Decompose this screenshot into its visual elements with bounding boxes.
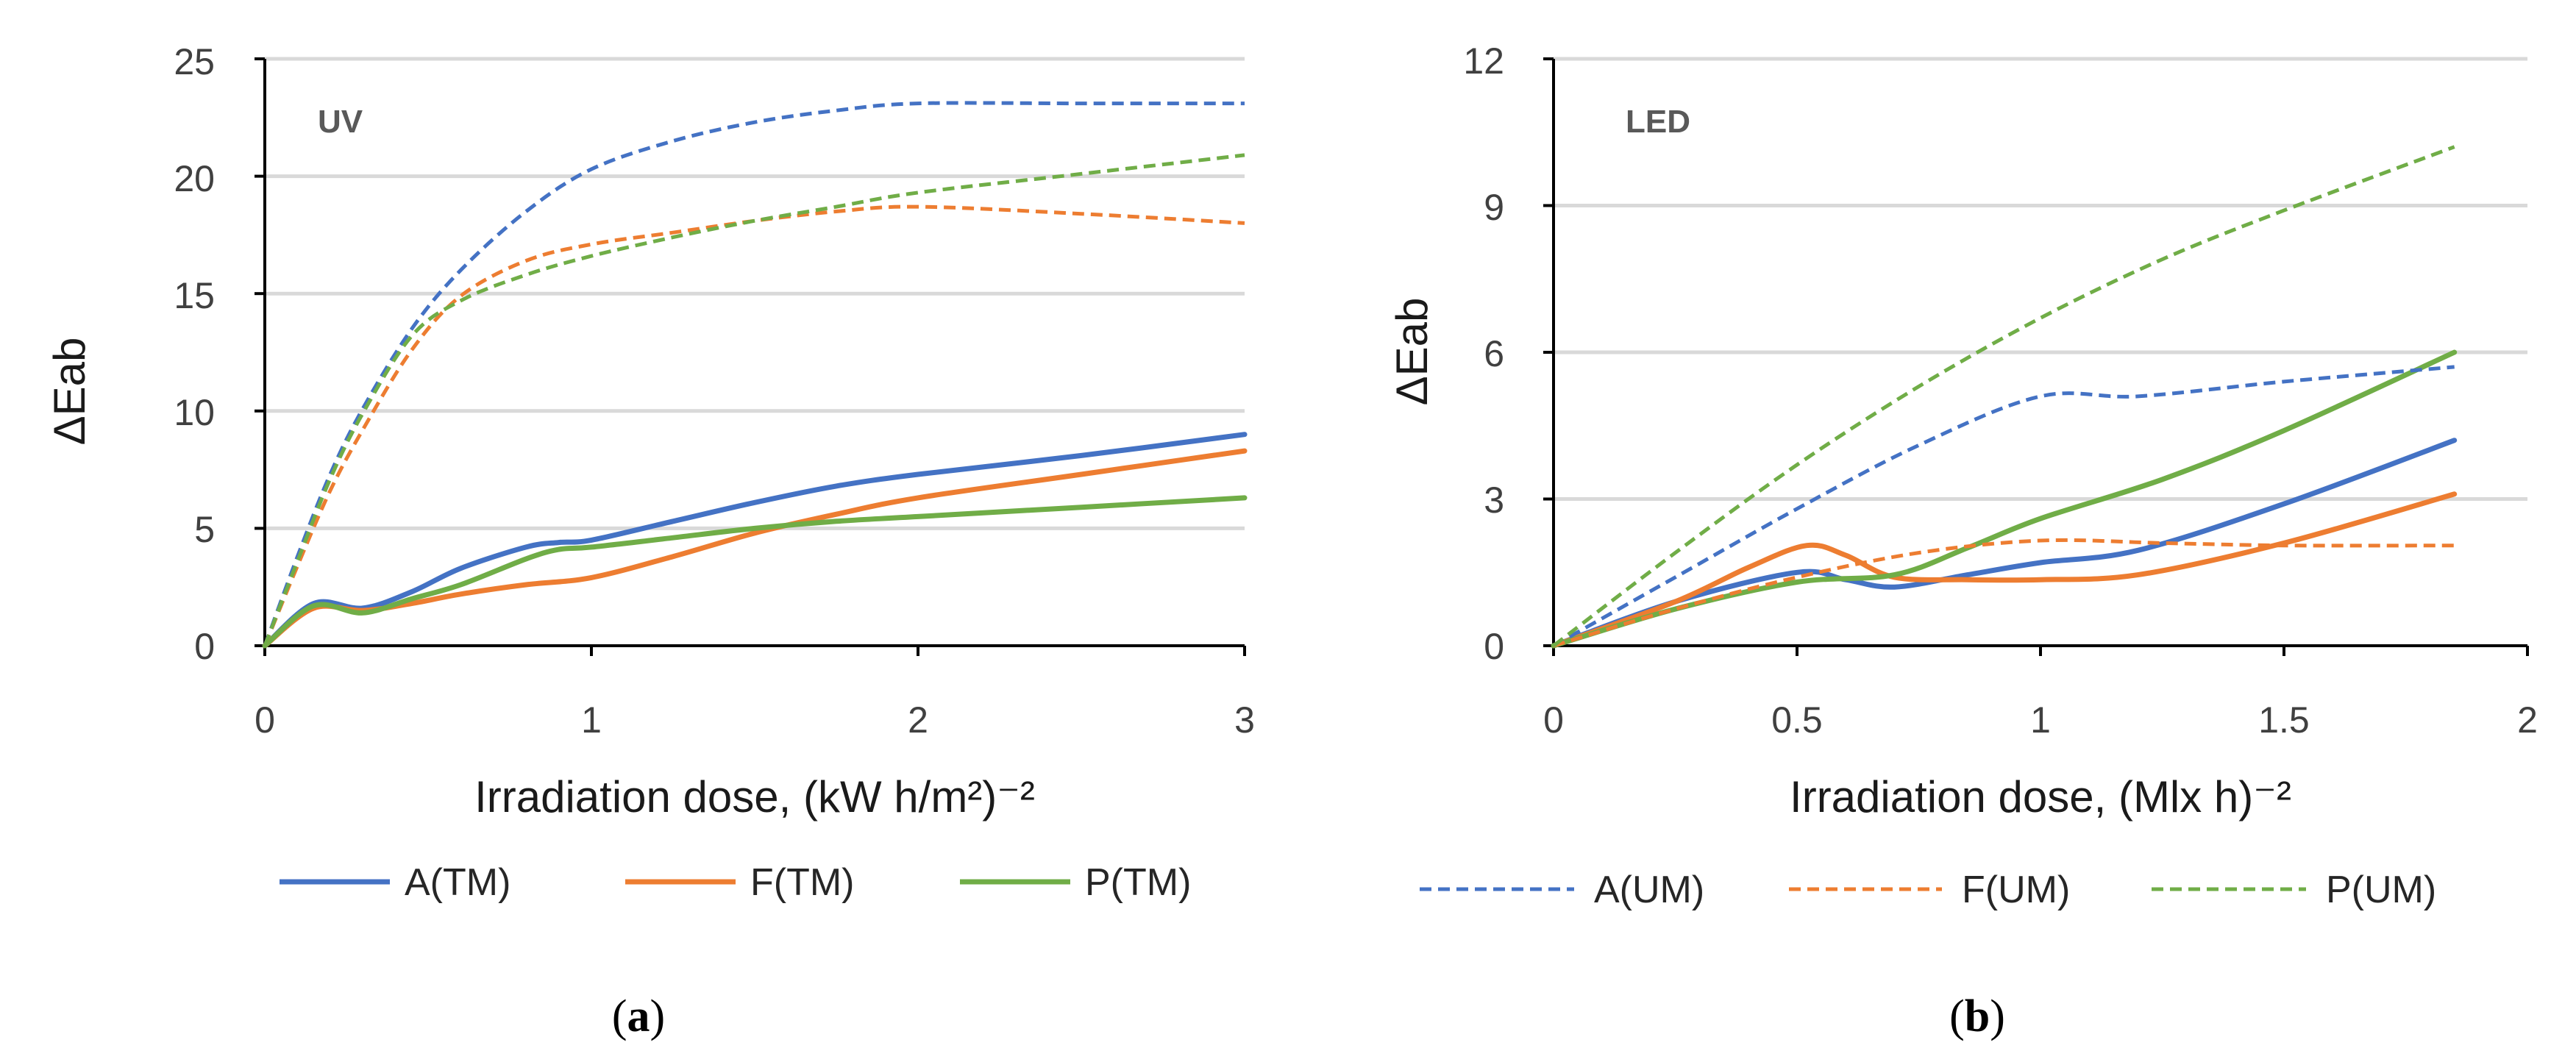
series-line-f-tm xyxy=(262,448,1248,649)
x-tick-label: 3 xyxy=(1234,699,1255,741)
x-tick-label: 0 xyxy=(255,699,275,741)
x-tick-label: 0 xyxy=(1543,699,1564,741)
x-tick-label: 2 xyxy=(2517,699,2538,741)
x-tick-label: 2 xyxy=(908,699,928,741)
series-line-f-um xyxy=(263,204,1245,646)
y-tick-label: 6 xyxy=(1484,333,1504,374)
legend-label-a-um: A(UM) xyxy=(1594,869,1704,911)
panel-caption-a: (a) xyxy=(612,991,665,1041)
series-line-p-tm xyxy=(262,495,1248,649)
y-tick-label: 25 xyxy=(174,41,215,82)
y-tick-label: 3 xyxy=(1484,480,1504,521)
x-axis-title: Irradiation dose, (kW h/m²)⁻² xyxy=(474,772,1035,822)
series-line-f-tm xyxy=(1551,491,2458,649)
y-tick-label: 20 xyxy=(174,158,215,199)
y-tick-label: 0 xyxy=(1484,626,1504,667)
chart-panel-a: 0 5 10 15 20 25 0 1 2 3 Irradiation dose… xyxy=(45,41,1255,1041)
series-line-p-um xyxy=(263,153,1245,646)
legend-label-f-um: F(UM) xyxy=(1962,869,2070,911)
series-line-p-um xyxy=(1552,145,2455,647)
y-tick-label: 0 xyxy=(194,626,215,667)
y-axis-title: ΔEab xyxy=(1387,298,1437,406)
x-axis-title: Irradiation dose, (Mlx h)⁻² xyxy=(1790,772,2291,822)
x-tick-label: 1 xyxy=(581,699,602,741)
y-tick-label: 12 xyxy=(1463,40,1504,82)
panel-label: LED xyxy=(1626,104,1690,140)
legend-label-a-tm: A(TM) xyxy=(405,861,510,904)
panel-caption-b: (b) xyxy=(1949,991,2005,1041)
legend-label-p-um: P(UM) xyxy=(2326,869,2436,911)
y-axis-title: ΔEab xyxy=(45,338,94,446)
y-tick-label: 9 xyxy=(1484,187,1504,228)
series-line-a-um xyxy=(263,101,1245,646)
legend-label-p-tm: P(TM) xyxy=(1085,861,1191,904)
legend: A(TM) F(TM) P(TM) xyxy=(280,861,1191,904)
series-line-a-um xyxy=(1552,365,2455,648)
chart-panel-b: 0 3 6 9 12 0 0.5 1 1.5 2 Irradiation dos… xyxy=(1387,40,2538,1041)
x-tick-label: 0.5 xyxy=(1771,699,1823,741)
legend: A(UM) F(UM) P(UM) xyxy=(1420,869,2436,911)
y-tick-label: 15 xyxy=(174,275,215,316)
caption-letter: b xyxy=(1965,991,1990,1041)
y-tick-label: 10 xyxy=(174,392,215,433)
y-tick-label: 5 xyxy=(194,509,215,550)
x-tick-label: 1 xyxy=(2030,699,2051,741)
legend-label-f-tm: F(TM) xyxy=(750,861,854,904)
panel-label: UV xyxy=(318,104,363,140)
caption-letter: a xyxy=(627,991,650,1041)
x-tick-label: 1.5 xyxy=(2258,699,2310,741)
series-line-f-um xyxy=(1553,538,2455,648)
series-line-a-tm xyxy=(1551,438,2458,649)
series-line-a-tm xyxy=(262,432,1248,649)
